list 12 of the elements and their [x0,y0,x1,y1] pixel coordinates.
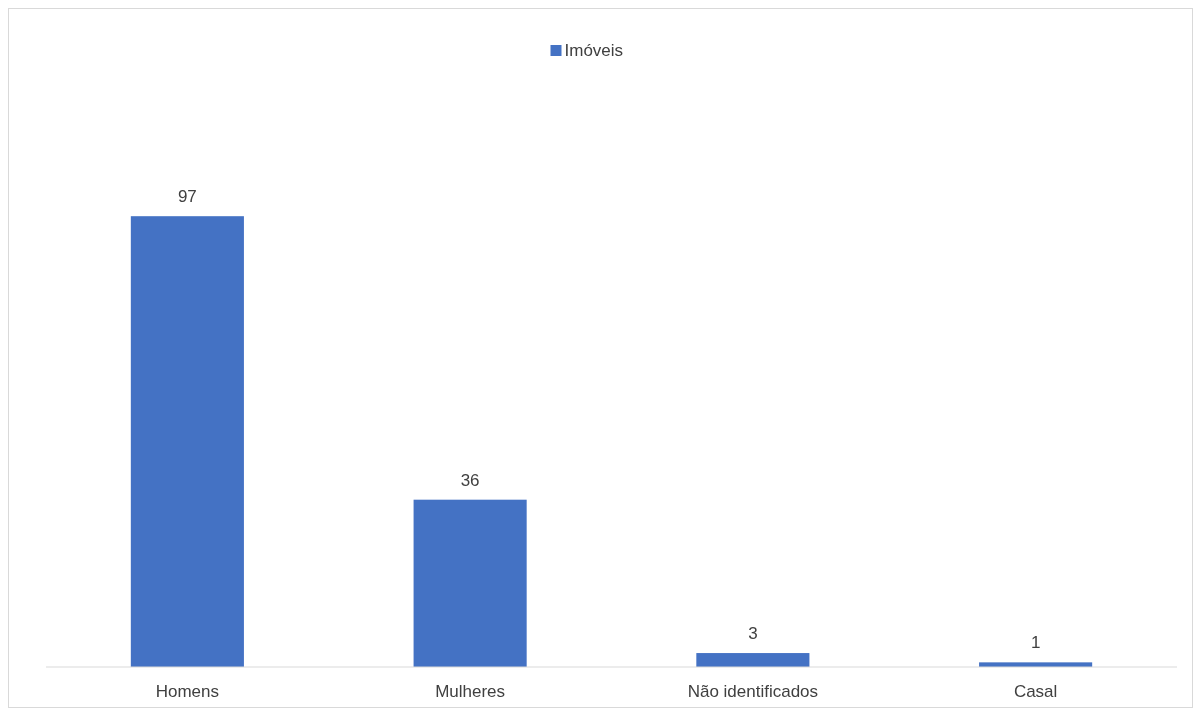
legend-label: Imóveis [564,41,624,60]
bar [130,216,244,667]
x-tick-label: Mulheres [435,682,506,701]
x-tick-label: Casal [1013,682,1058,701]
data-label: 36 [460,470,480,490]
bar [413,499,527,667]
data-label: 3 [748,624,758,644]
data-label: 1 [1030,633,1041,653]
bar [696,653,810,667]
x-tick-label: Não identificados [687,682,819,701]
x-tick-label: Homens [155,682,220,701]
data-label: 97 [177,187,197,207]
